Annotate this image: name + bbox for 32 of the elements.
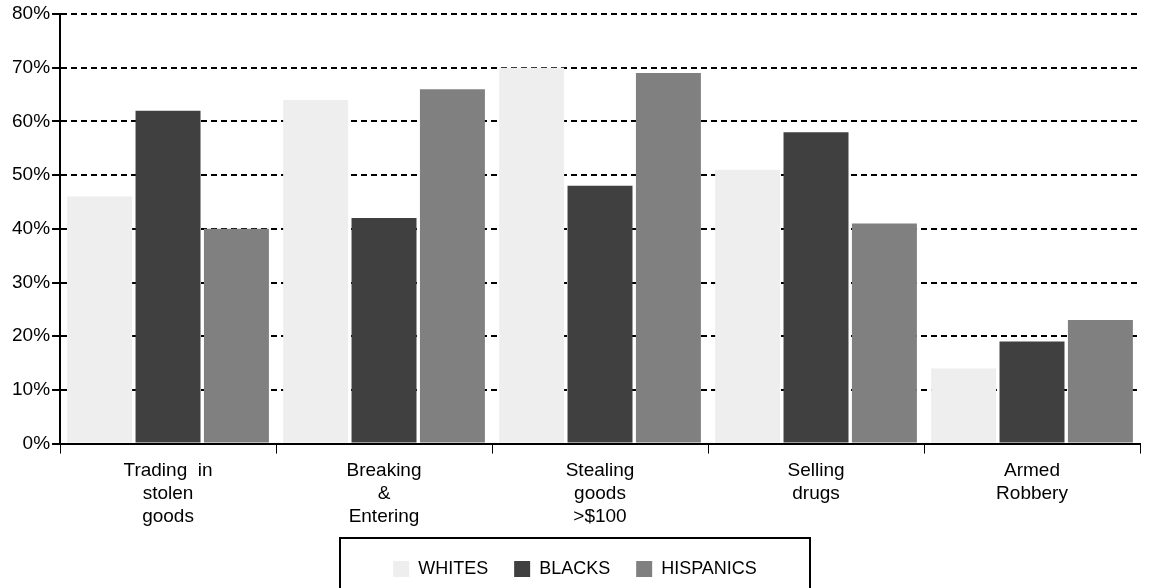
x-tick-label: Selling drugs <box>787 459 845 504</box>
x-tick-label: Stealing goods >$100 <box>565 459 635 526</box>
legend-label: WHITES <box>418 557 489 578</box>
bar <box>1067 320 1133 443</box>
x-tick-label: Armed Robbery <box>996 459 1069 504</box>
bar <box>351 218 417 443</box>
bar <box>567 185 633 443</box>
x-tick-label: Breaking & Entering <box>346 459 422 526</box>
y-tick-label: 40% <box>12 217 51 239</box>
bar <box>135 110 201 443</box>
bar <box>203 228 269 443</box>
y-tick-label: 0% <box>22 431 51 453</box>
legend-label: BLACKS <box>539 557 611 578</box>
x-tick-label: Trading in stolen goods <box>123 459 213 526</box>
y-tick-label: 60% <box>12 109 51 131</box>
y-tick-label: 10% <box>12 378 51 400</box>
bar <box>635 73 701 443</box>
bar <box>851 223 917 443</box>
bar <box>499 67 565 443</box>
bar <box>999 341 1065 443</box>
bar <box>419 89 485 443</box>
y-tick-label: 50% <box>12 163 51 185</box>
bar <box>931 368 997 443</box>
legend-label: HISPANICS <box>661 557 757 578</box>
bar <box>715 169 781 443</box>
bar <box>283 99 349 443</box>
bar <box>67 196 133 443</box>
y-tick-label: 30% <box>12 270 51 292</box>
y-tick-label: 70% <box>12 55 51 77</box>
y-tick-label: 20% <box>12 324 51 346</box>
bar <box>783 132 849 443</box>
y-tick-label: 80% <box>12 2 51 24</box>
